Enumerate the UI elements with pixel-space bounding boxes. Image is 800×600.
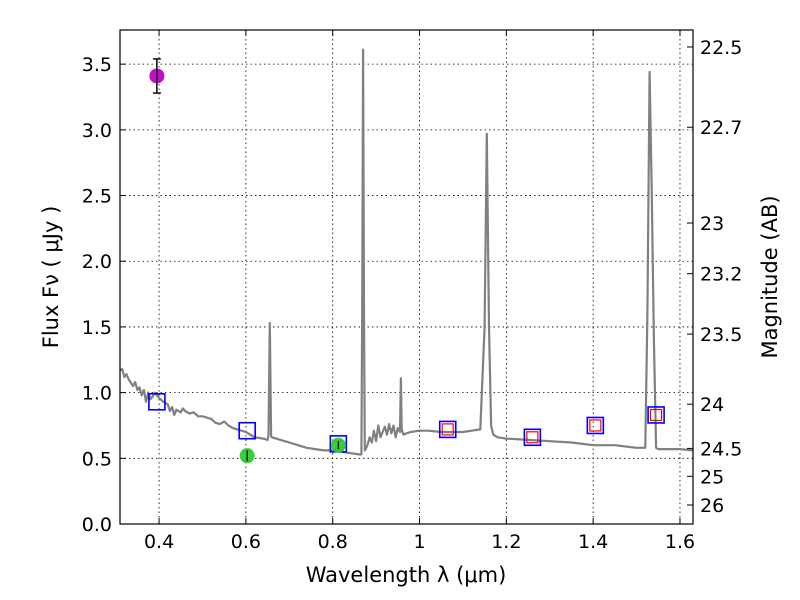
- y-axis-title-right: Magnitude (AB): [758, 195, 782, 358]
- x-tick-label: 0.8: [318, 531, 348, 553]
- y-axis-title-left: Flux Fν ( μJy ): [39, 206, 63, 349]
- model-band-inner-square: [650, 408, 663, 422]
- right-tick-label: 23.2: [700, 264, 742, 286]
- y-tick-label: 2.0: [82, 251, 112, 273]
- model-band-inner-square: [441, 423, 454, 436]
- right-tick-label: 26: [700, 495, 724, 517]
- right-tick-label: 25: [700, 466, 724, 488]
- x-tick-label: 1.2: [491, 531, 521, 553]
- right-tick-label: 23.5: [700, 324, 742, 346]
- model-band-square: [523, 428, 542, 447]
- x-tick-label: 1.6: [665, 531, 695, 553]
- axis-ticks: 0.4 0.6 0.8 1 1.2 1.4 1.6 0.0 0.5 1.0 1.5 2.0 2.5 3.0…: [82, 30, 742, 553]
- model-spectrum-layer: [119, 48, 694, 456]
- x-tick-label: 1.4: [578, 531, 608, 553]
- x-tick-label: 0.4: [144, 531, 174, 553]
- y-tick-label: 0.5: [82, 448, 112, 470]
- x-tick-label: 1: [413, 531, 425, 553]
- model-band-square: [438, 420, 457, 439]
- model-band-square: [148, 393, 166, 411]
- model-band-inner-square: [526, 431, 539, 444]
- right-tick-label: 22.7: [700, 117, 742, 139]
- right-tick-label: 24.5: [700, 438, 742, 460]
- y-tick-label: 1.0: [82, 383, 112, 405]
- model-band-inner-square: [589, 419, 602, 432]
- observed-points-layer: [149, 58, 346, 464]
- plot-frame: [119, 29, 694, 525]
- model-bands-layer: [148, 393, 665, 453]
- grid: [120, 30, 693, 525]
- model-spectrum-line: [119, 48, 694, 456]
- right-tick-label: 24: [700, 394, 724, 416]
- y-tick-label: 2.5: [82, 186, 112, 208]
- right-tick-label: 22.5: [700, 37, 742, 59]
- model-band-square: [647, 406, 665, 424]
- y-tick-label: 0.0: [82, 514, 112, 536]
- model-band-square: [586, 416, 605, 435]
- x-axis-title: Wavelength λ (μm): [306, 563, 507, 587]
- right-tick-label: 23: [700, 213, 724, 235]
- y-tick-label: 3.5: [82, 54, 112, 76]
- y-tick-label: 1.5: [82, 317, 112, 339]
- x-tick-label: 0.6: [231, 531, 261, 553]
- model-band-square: [238, 421, 256, 440]
- y-tick-label: 3.0: [82, 120, 112, 142]
